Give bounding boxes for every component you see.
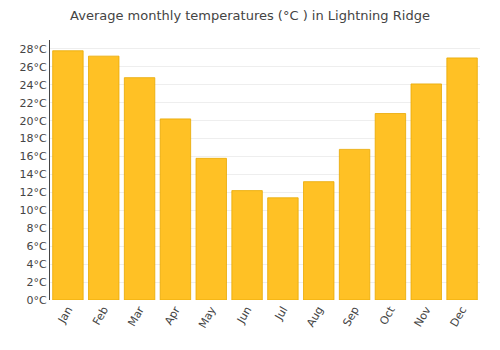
svg-text:18°C: 18°C [20, 132, 47, 145]
svg-text:20°C: 20°C [20, 115, 47, 128]
svg-text:Sep: Sep [340, 304, 362, 328]
svg-text:12°C: 12°C [20, 186, 47, 199]
svg-text:4°C: 4°C [27, 258, 47, 271]
svg-text:24°C: 24°C [20, 79, 47, 92]
svg-text:Jul: Jul [272, 304, 290, 323]
svg-text:2°C: 2°C [27, 276, 47, 289]
svg-text:26°C: 26°C [20, 61, 47, 74]
svg-text:Nov: Nov [412, 304, 434, 330]
svg-text:6°C: 6°C [27, 240, 47, 253]
svg-text:Jun: Jun [234, 304, 254, 326]
svg-text:Dec: Dec [448, 304, 470, 329]
svg-text:Mar: Mar [125, 304, 147, 329]
svg-text:28°C: 28°C [20, 43, 47, 56]
svg-text:22°C: 22°C [20, 97, 47, 110]
svg-text:May: May [196, 304, 219, 331]
svg-text:Feb: Feb [90, 304, 111, 327]
svg-text:Aug: Aug [304, 304, 326, 329]
svg-text:14°C: 14°C [20, 168, 47, 181]
svg-text:0°C: 0°C [27, 294, 47, 307]
svg-text:Average monthly temperatures (: Average monthly temperatures (°C ) in Li… [70, 8, 430, 23]
svg-text:Jan: Jan [55, 304, 75, 326]
svg-text:Apr: Apr [162, 304, 183, 327]
svg-text:8°C: 8°C [27, 222, 47, 235]
svg-text:10°C: 10°C [20, 204, 47, 217]
svg-text:Oct: Oct [377, 304, 398, 328]
svg-text:16°C: 16°C [20, 150, 47, 163]
